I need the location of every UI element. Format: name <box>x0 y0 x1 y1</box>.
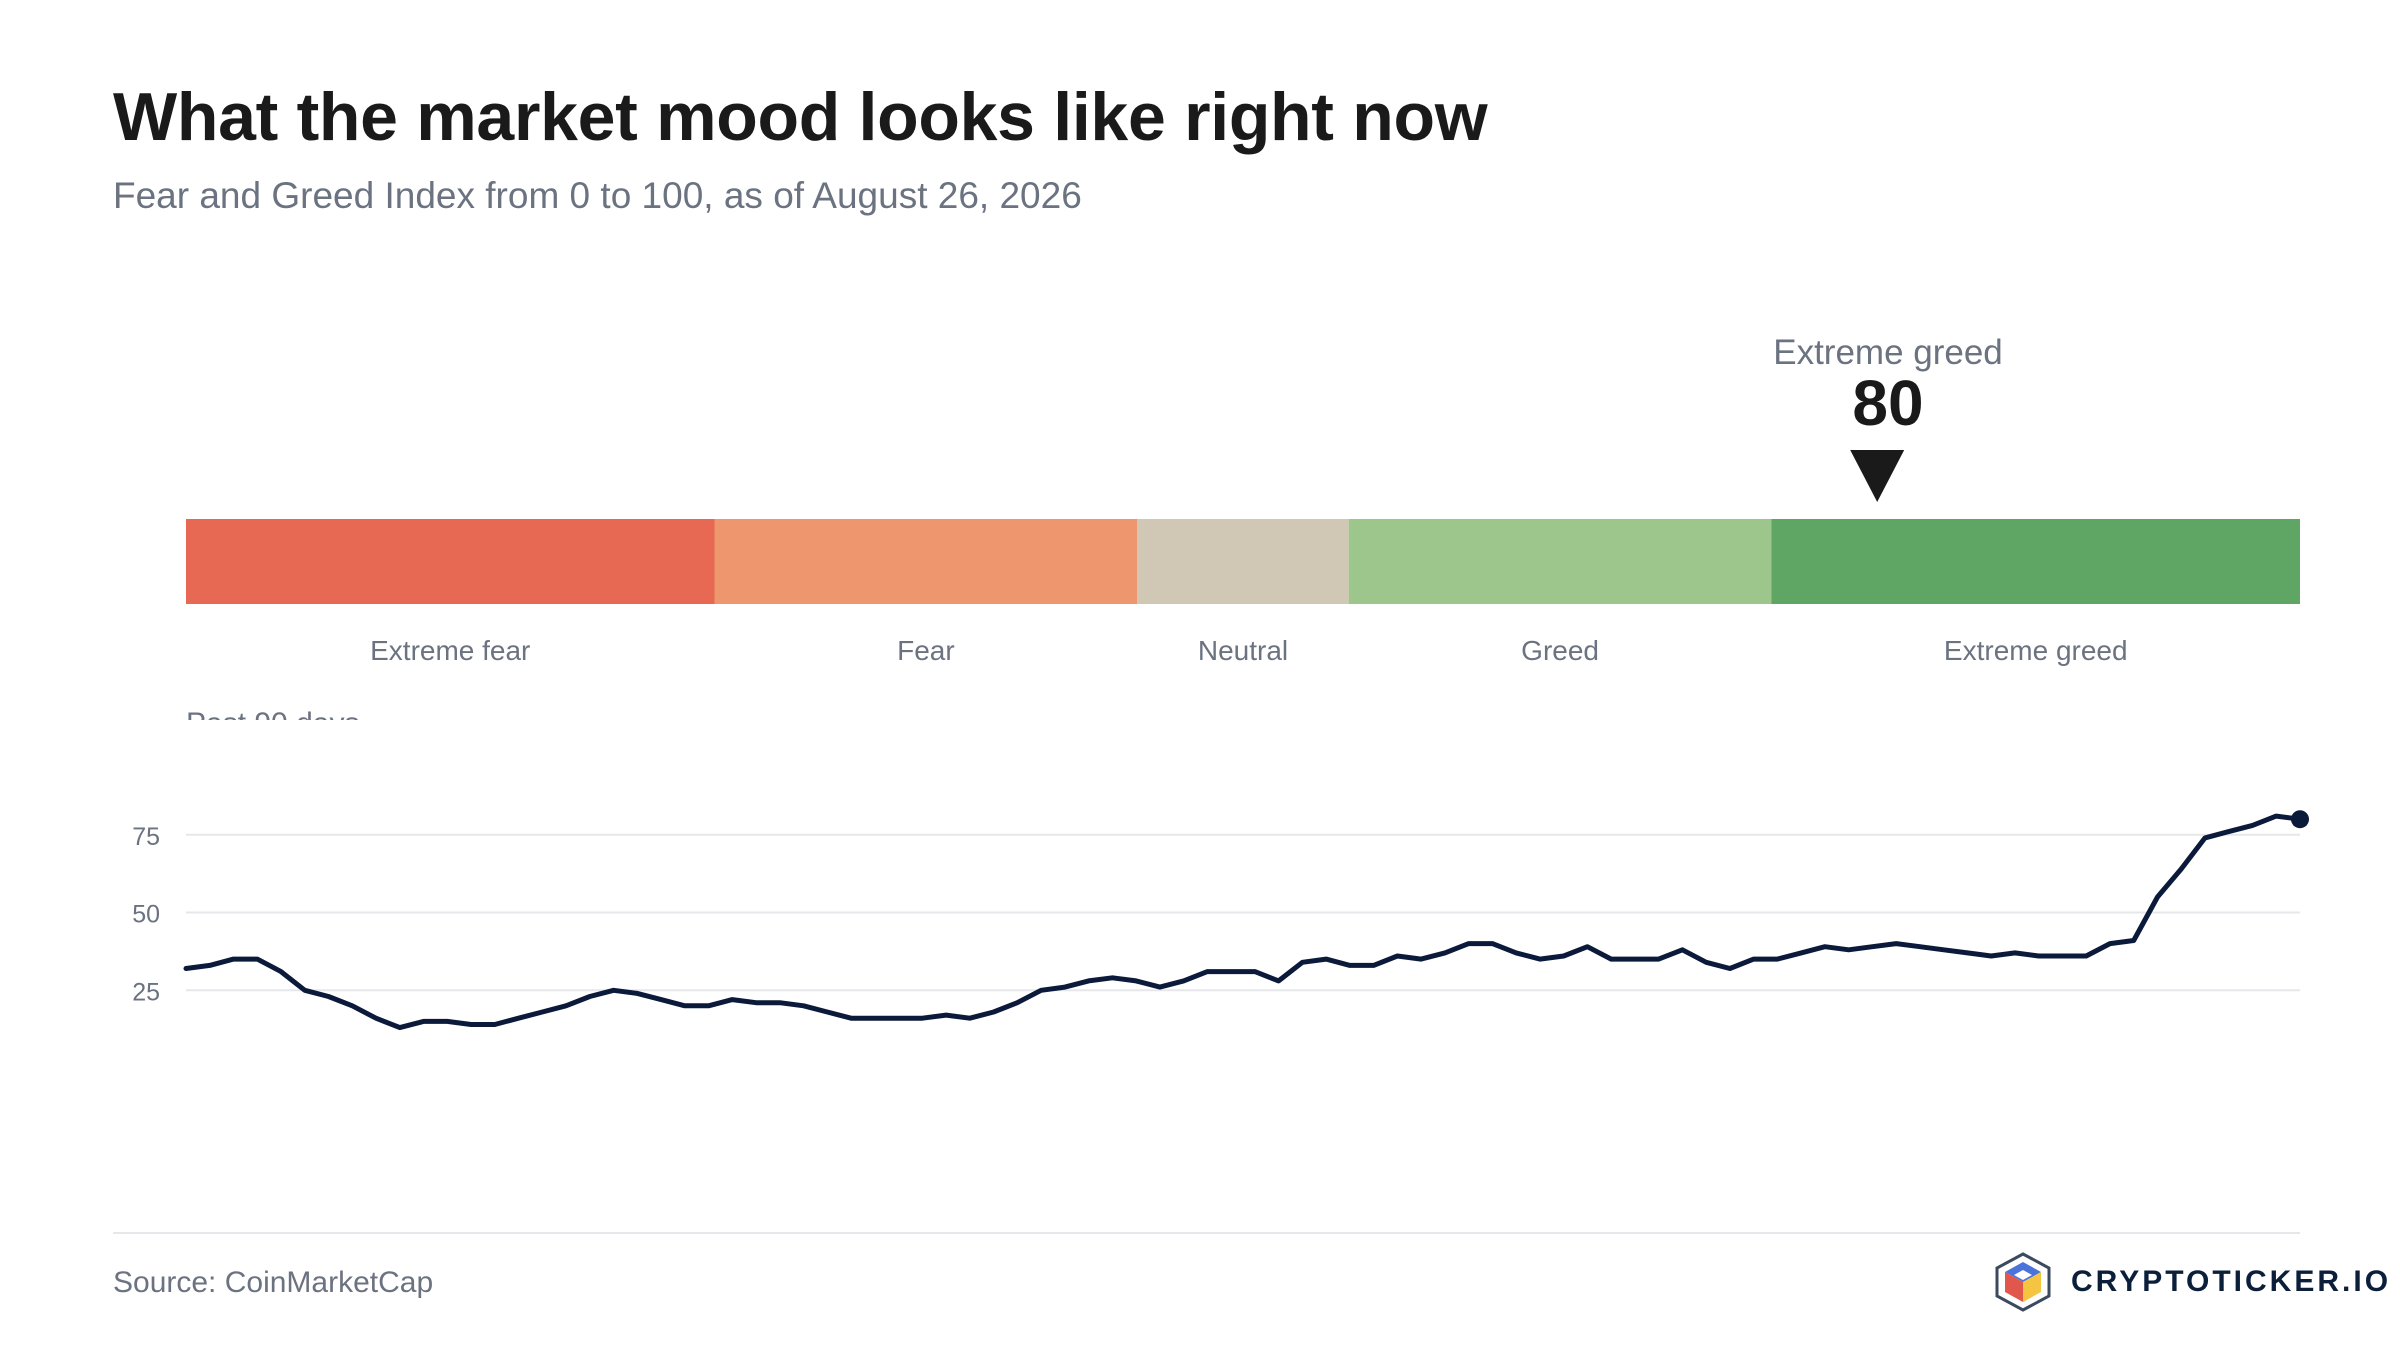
gauge-segment-label: Extreme greed <box>1944 635 2128 666</box>
gauge-segment-extreme-greed <box>1771 519 2300 604</box>
gauge-segment-label: Neutral <box>1198 635 1288 666</box>
y-tick-label: 75 <box>132 823 160 851</box>
gauge-segment-greed <box>1348 519 1772 604</box>
cube-logo-icon <box>1995 1252 2051 1312</box>
brand-logo[interactable]: CRYPTOTICKER.IO <box>1993 1252 2391 1312</box>
y-tick-label: 50 <box>132 901 160 929</box>
current-value-marker <box>1850 450 1905 502</box>
gauge-segment-neutral <box>1137 519 1349 604</box>
gauge-segment-fear <box>714 519 1138 604</box>
page-subtitle: Fear and Greed Index from 0 to 100, as o… <box>113 175 1082 216</box>
fear-greed-gauge: Extreme fear Fear Neutral Greed Extreme gree… <box>186 333 2300 720</box>
gauge-segment-label: Greed <box>1521 635 1599 666</box>
source-note: Source: CoinMarketCap <box>113 1266 434 1299</box>
gauge-segment-label: Extreme fear <box>370 635 530 666</box>
index-trend-line <box>183 813 2303 1031</box>
brand-name: CRYPTOTICKER.IO <box>2071 1265 2392 1298</box>
y-tick-label: 25 <box>132 978 160 1006</box>
gauge-segment-extreme-fear <box>186 519 715 604</box>
current-mood-label: Extreme greed <box>1773 333 2003 372</box>
trend-chart-title: Past 90 days <box>186 707 359 720</box>
latest-value-dot <box>2291 810 2309 829</box>
gauge-segment-label: Fear <box>897 635 955 666</box>
page-title: What the market mood looks like right no… <box>113 79 1488 155</box>
footer-divider <box>113 1232 2300 1234</box>
current-index-value: 80 <box>1852 367 1923 439</box>
